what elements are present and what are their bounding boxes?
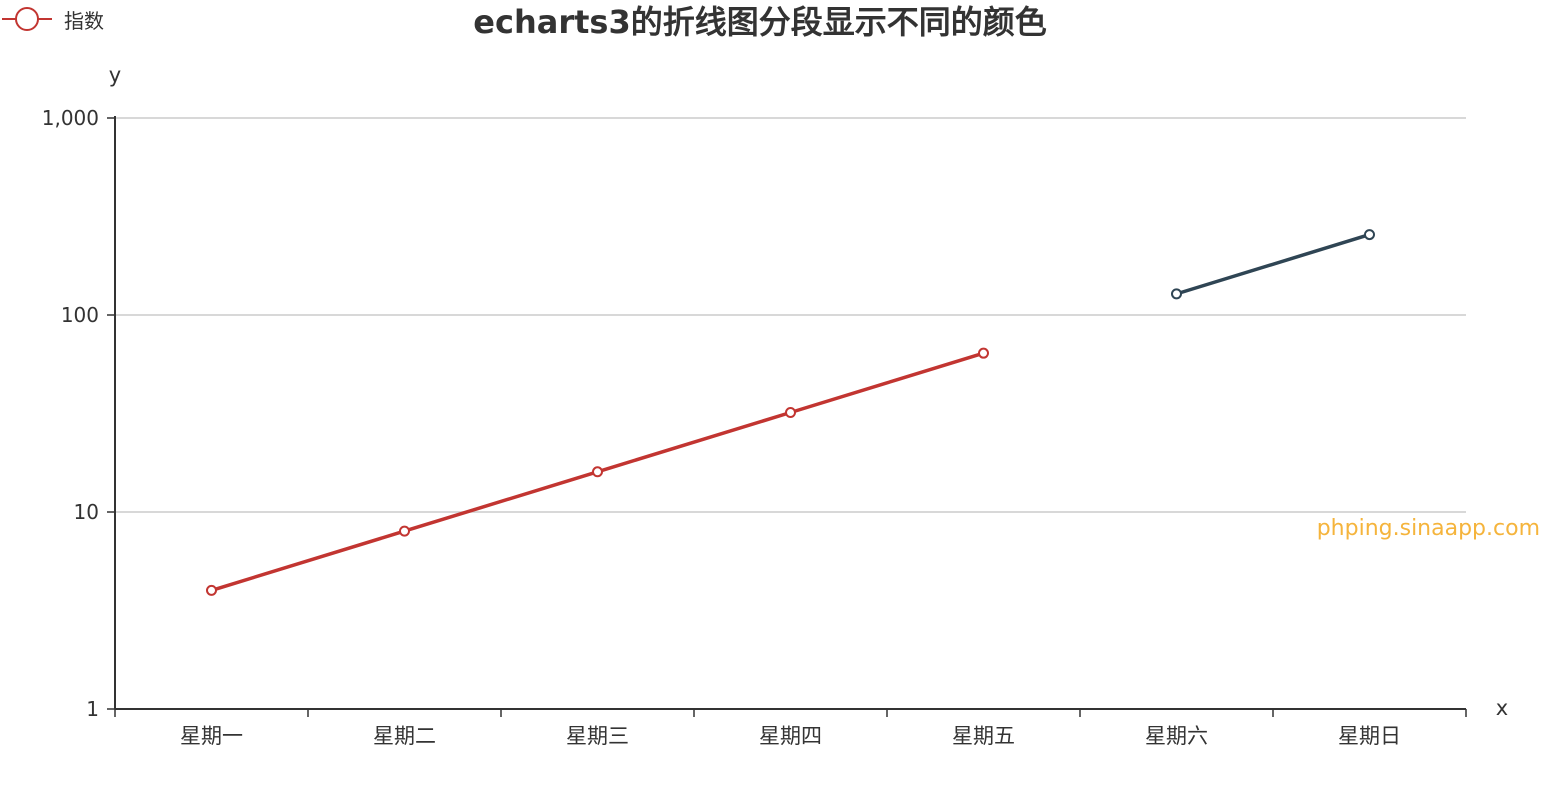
data-point bbox=[399, 525, 410, 537]
data-point bbox=[785, 406, 796, 418]
chart-title: echarts3的折线图分段显示不同的颜色 bbox=[473, 3, 1047, 41]
x-tick-label: 星期三 bbox=[566, 724, 629, 748]
y-tick-label: 100 bbox=[61, 303, 99, 327]
x-tick-label: 星期六 bbox=[1145, 724, 1208, 748]
legend-line-icon bbox=[2, 7, 52, 31]
x-tick-label: 星期五 bbox=[952, 724, 1015, 748]
y-axis-label: y bbox=[109, 63, 121, 87]
data-point bbox=[206, 584, 217, 596]
x-tick-label: 星期一 bbox=[180, 724, 243, 748]
data-point bbox=[592, 466, 603, 478]
x-tick-label: 星期四 bbox=[759, 724, 822, 748]
x-tick-label: 星期日 bbox=[1338, 724, 1401, 748]
data-point bbox=[1364, 229, 1375, 241]
y-tick-label: 1,000 bbox=[42, 106, 99, 130]
data-point bbox=[978, 347, 989, 359]
y-tick-label: 1 bbox=[86, 697, 99, 721]
series-line-segment bbox=[1175, 232, 1371, 296]
legend[interactable]: 指数 bbox=[0, 4, 104, 34]
x-tick-label: 星期二 bbox=[373, 724, 436, 748]
watermark-text: phping.sinaapp.com bbox=[1316, 516, 1540, 541]
y-tick-label: 10 bbox=[74, 500, 99, 524]
legend-label: 指数 bbox=[64, 8, 104, 33]
x-axis-label: x bbox=[1496, 696, 1508, 720]
data-point bbox=[1171, 288, 1182, 300]
